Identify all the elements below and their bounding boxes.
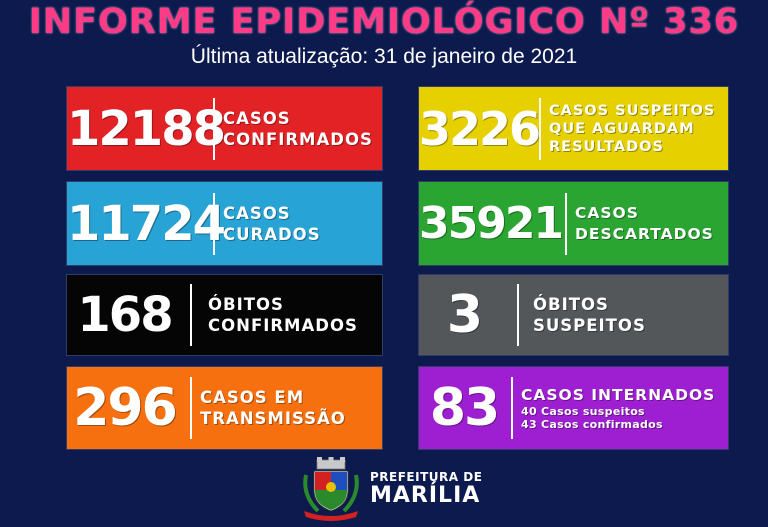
- card-label: CASOS CURADOS: [223, 203, 321, 245]
- brand-text: PREFEITURA DE MARÍLIA: [370, 470, 482, 508]
- card-divider: [213, 192, 215, 255]
- card-label: CASOS SUSPEITOS QUE AGUARDAM RESULTADOS: [549, 102, 715, 156]
- page-title: INFORME EPIDEMIOLÓGICO Nº 336: [28, 2, 740, 42]
- card-sublabel: 43 Casos confirmados: [521, 418, 663, 431]
- card-label: ÓBITOS SUSPEITOS: [533, 294, 646, 336]
- card-divider: [517, 284, 519, 346]
- card-label-line: CASOS SUSPEITOS: [549, 102, 716, 119]
- card-label-line: CASOS: [223, 108, 291, 128]
- card-label-line: TRANSMISSÃO: [200, 409, 346, 428]
- card-casos-descartados: 35921 CASOS DESCARTADOS: [419, 182, 728, 265]
- card-divider: [539, 97, 541, 160]
- card-label-line: RESULTADOS: [549, 138, 664, 155]
- card-label-line: SUSPEITOS: [533, 316, 646, 335]
- card-label: ÓBITOS CONFIRMADOS: [208, 294, 358, 336]
- card-casos-internados: 83 CASOS INTERNADOS 40 Casos suspeitos 4…: [419, 367, 728, 449]
- card-label-line: CASOS: [575, 203, 639, 222]
- card-label-line: CASOS EM: [200, 388, 305, 407]
- card-label-line: ÓBITOS: [208, 295, 284, 314]
- brand-line-2: MARÍLIA: [370, 482, 481, 508]
- card-divider: [511, 377, 513, 439]
- card-casos-confirmados: 12188 CASOS CONFIRMADOS: [67, 87, 382, 170]
- brand-line-1: PREFEITURA DE: [370, 469, 483, 484]
- card-divider: [213, 97, 215, 160]
- card-label: CASOS CONFIRMADOS: [223, 108, 373, 150]
- city-coat-of-arms-icon: [303, 456, 359, 521]
- card-label: CASOS INTERNADOS 40 Casos suspeitos 43 C…: [521, 385, 715, 431]
- last-update-text: Última atualização: 31 de janeiro de 202…: [190, 45, 578, 68]
- card-divider: [190, 284, 192, 346]
- card-value: 35921: [419, 198, 564, 249]
- card-label-line: QUE AGUARDAM: [549, 120, 695, 137]
- card-label: CASOS EM TRANSMISSÃO: [200, 387, 346, 429]
- card-label-line: CONFIRMADOS: [208, 316, 358, 335]
- card-casos-em-transmissao: 296 CASOS EM TRANSMISSÃO: [67, 367, 382, 449]
- card-label-line: DESCARTADOS: [575, 224, 714, 243]
- card-divider: [565, 192, 567, 255]
- card-casos-curados: 11724 CASOS CURADOS: [67, 182, 382, 265]
- card-value: 3226: [419, 101, 541, 156]
- card-obitos-confirmados: 168 ÓBITOS CONFIRMADOS: [67, 275, 382, 355]
- card-casos-suspeitos: 3226 CASOS SUSPEITOS QUE AGUARDAM RESULT…: [419, 87, 728, 170]
- card-label-line: CASOS: [223, 203, 291, 223]
- card-sublabel: 40 Casos suspeitos: [521, 405, 645, 418]
- card-label-line: CASOS INTERNADOS: [521, 386, 716, 404]
- card-label-line: CURADOS: [223, 224, 321, 244]
- card-value: 11724: [67, 195, 226, 252]
- card-value: 83: [429, 378, 500, 438]
- card-value: 168: [77, 287, 173, 343]
- card-value: 3: [446, 285, 483, 345]
- card-value: 296: [73, 378, 178, 438]
- card-label-line: CONFIRMADOS: [223, 129, 373, 149]
- card-value: 12188: [67, 100, 226, 157]
- card-label-line: ÓBITOS: [533, 295, 609, 314]
- footer-logo: PREFEITURA DE MARÍLIA: [300, 456, 500, 521]
- card-label: CASOS DESCARTADOS: [575, 203, 714, 245]
- card-obitos-suspeitos: 3 ÓBITOS SUSPEITOS: [419, 275, 728, 355]
- card-divider: [190, 377, 192, 439]
